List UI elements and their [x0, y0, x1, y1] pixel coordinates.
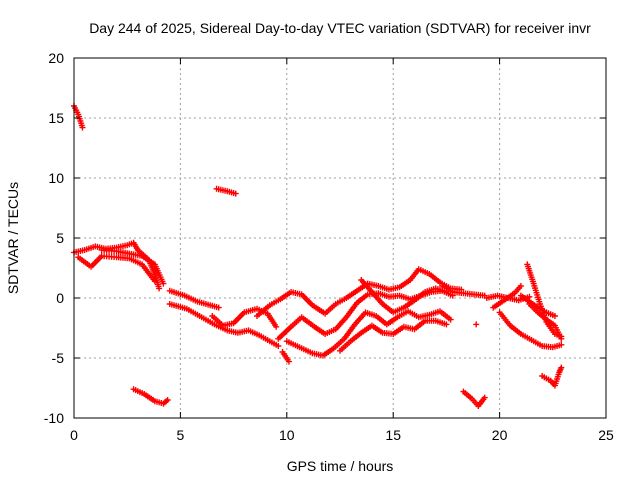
- data-point: [517, 283, 524, 289]
- data-point: [160, 280, 167, 287]
- grid-lines: [74, 58, 606, 418]
- chart-title: Day 244 of 2025, Sidereal Day-to-day VTE…: [89, 20, 591, 36]
- data-point: [164, 397, 171, 403]
- data-point: [215, 304, 222, 311]
- x-tick-label: 25: [598, 427, 614, 443]
- data-points: [71, 103, 565, 409]
- y-tick-label: -5: [52, 350, 65, 366]
- y-tick-label: 20: [48, 50, 64, 66]
- data-point: [151, 278, 158, 285]
- data-point: [558, 335, 565, 342]
- x-axis-label: GPS time / hours: [287, 458, 394, 474]
- data-point: [447, 316, 454, 323]
- x-tick-label: 20: [492, 427, 508, 443]
- data-point: [481, 394, 488, 401]
- y-tick-label: -10: [44, 410, 64, 426]
- y-tick-label: 0: [56, 290, 64, 306]
- x-tick-label: 10: [279, 427, 295, 443]
- data-point: [273, 323, 280, 330]
- x-tick-label: 15: [385, 427, 401, 443]
- data-point: [156, 285, 163, 292]
- y-tick-label: 15: [48, 110, 64, 126]
- data-point: [443, 321, 450, 328]
- data-point: [232, 190, 239, 197]
- x-tick-label: 5: [177, 427, 185, 443]
- data-point: [79, 124, 86, 131]
- axis-ticks: 0 5 10 15 20 25 -10 -5 0 5 10 15 20: [44, 50, 614, 443]
- y-tick-label: 5: [56, 230, 64, 246]
- data-point: [473, 321, 480, 328]
- data-point: [558, 341, 565, 348]
- data-point: [551, 313, 558, 319]
- data-point: [275, 343, 282, 349]
- data-point: [558, 364, 565, 371]
- x-tick-label: 0: [70, 427, 78, 443]
- y-axis-label: SDTVAR / TECUs: [5, 182, 21, 294]
- y-tick-label: 10: [48, 170, 64, 186]
- data-point: [285, 358, 292, 365]
